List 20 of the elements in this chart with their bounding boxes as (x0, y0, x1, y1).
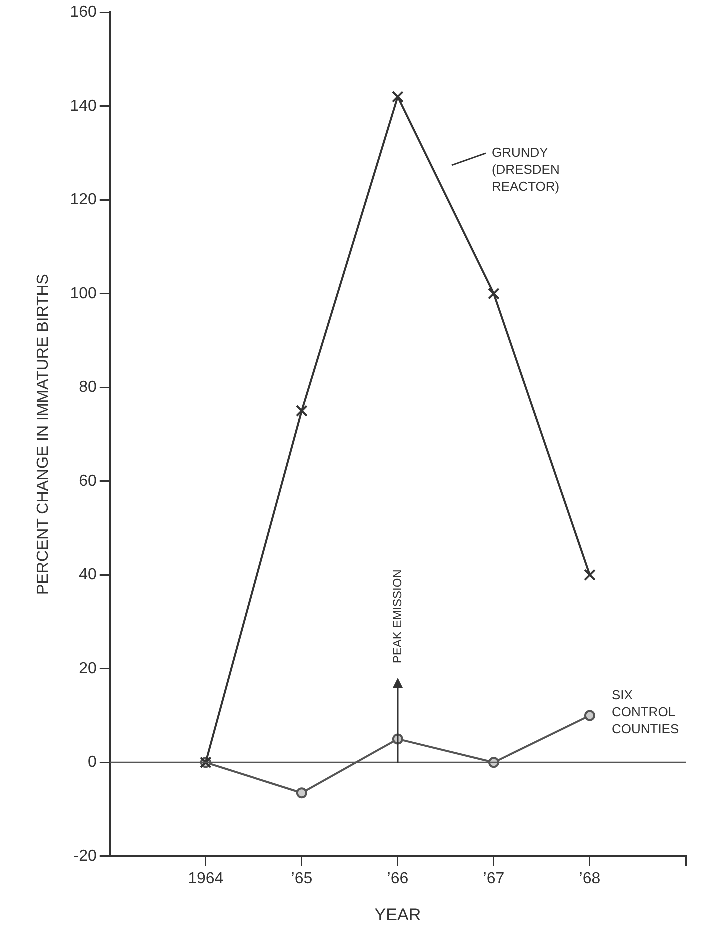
legend-label: GRUNDY (DRESDEN REACTOR) (492, 145, 560, 194)
annotation: PEAK EMISSION (390, 570, 404, 664)
x-axis-title: YEAR (374, 905, 422, 924)
y-axis-title: PERCENT CHANGE IN IMMATURE BIRTHS (35, 274, 52, 595)
y-tick-label: 80 (79, 379, 97, 396)
y-tick-label: -20 (74, 848, 97, 865)
y-tick-label: 140 (70, 98, 97, 115)
x-tick-label: ’67 (483, 870, 505, 888)
x-tick-label: ’68 (579, 870, 601, 888)
y-tick-label: 60 (79, 472, 97, 490)
y-tick-label: 20 (79, 660, 97, 678)
y-tick-label: 0 (88, 754, 97, 772)
y-tick-label: 40 (79, 566, 97, 584)
x-tick-label: 1964 (188, 870, 224, 888)
x-tick-label: ’65 (291, 870, 313, 888)
y-tick-label: 100 (70, 285, 97, 302)
y-tick-label: 160 (70, 4, 97, 22)
x-tick-label: ’66 (387, 870, 409, 888)
series-label: SIX CONTROL COUNTIES (612, 687, 680, 736)
y-tick-label: 120 (70, 192, 97, 209)
